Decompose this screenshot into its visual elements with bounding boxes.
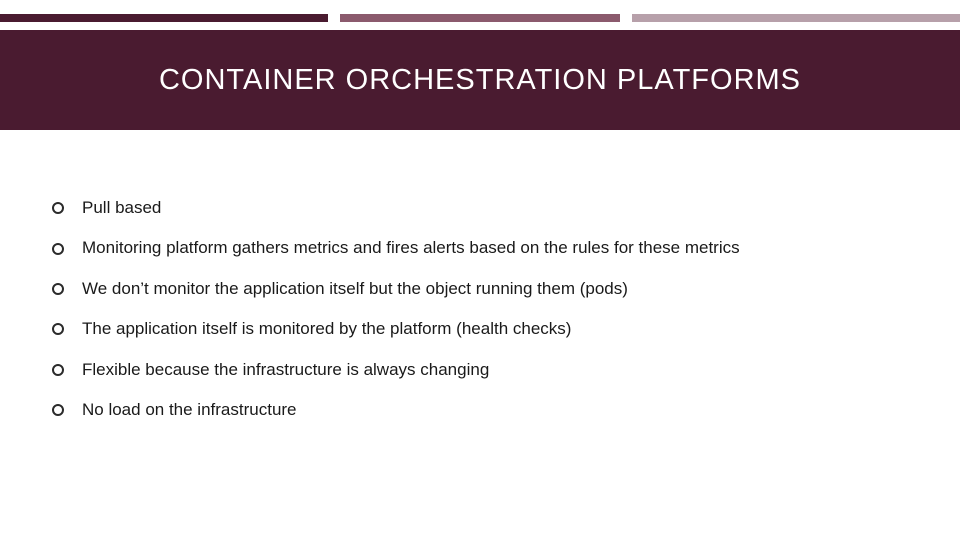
slide-title: CONTAINER ORCHESTRATION PLATFORMS — [0, 64, 960, 97]
bullet-text: No load on the infrastructure — [82, 400, 297, 420]
bullet-text: Pull based — [82, 198, 161, 218]
title-band: CONTAINER ORCHESTRATION PLATFORMS — [0, 30, 960, 130]
list-item: Pull based — [52, 198, 922, 218]
bullet-text: The application itself is monitored by t… — [82, 319, 571, 339]
list-item: No load on the infrastructure — [52, 400, 922, 420]
top-accent-bar — [0, 14, 960, 22]
topbar-seg-1 — [0, 14, 328, 22]
topbar-seg-2 — [340, 14, 620, 22]
list-item: Monitoring platform gathers metrics and … — [52, 238, 922, 258]
bullet-text: Monitoring platform gathers metrics and … — [82, 238, 740, 258]
bullet-ring-icon — [52, 243, 64, 255]
list-item: We don’t monitor the application itself … — [52, 279, 922, 299]
slide: CONTAINER ORCHESTRATION PLATFORMS Pull b… — [0, 0, 960, 540]
bullet-ring-icon — [52, 202, 64, 214]
topbar-gap-2 — [620, 14, 632, 22]
bullet-ring-icon — [52, 283, 64, 295]
list-item: The application itself is monitored by t… — [52, 319, 922, 339]
bullet-ring-icon — [52, 404, 64, 416]
list-item: Flexible because the infrastructure is a… — [52, 360, 922, 380]
bullet-list: Pull based Monitoring platform gathers me… — [52, 198, 922, 440]
topbar-seg-3 — [632, 14, 960, 22]
bullet-text: We don’t monitor the application itself … — [82, 279, 628, 299]
bullet-text: Flexible because the infrastructure is a… — [82, 360, 489, 380]
topbar-gap-1 — [328, 14, 340, 22]
bullet-ring-icon — [52, 364, 64, 376]
bullet-ring-icon — [52, 323, 64, 335]
